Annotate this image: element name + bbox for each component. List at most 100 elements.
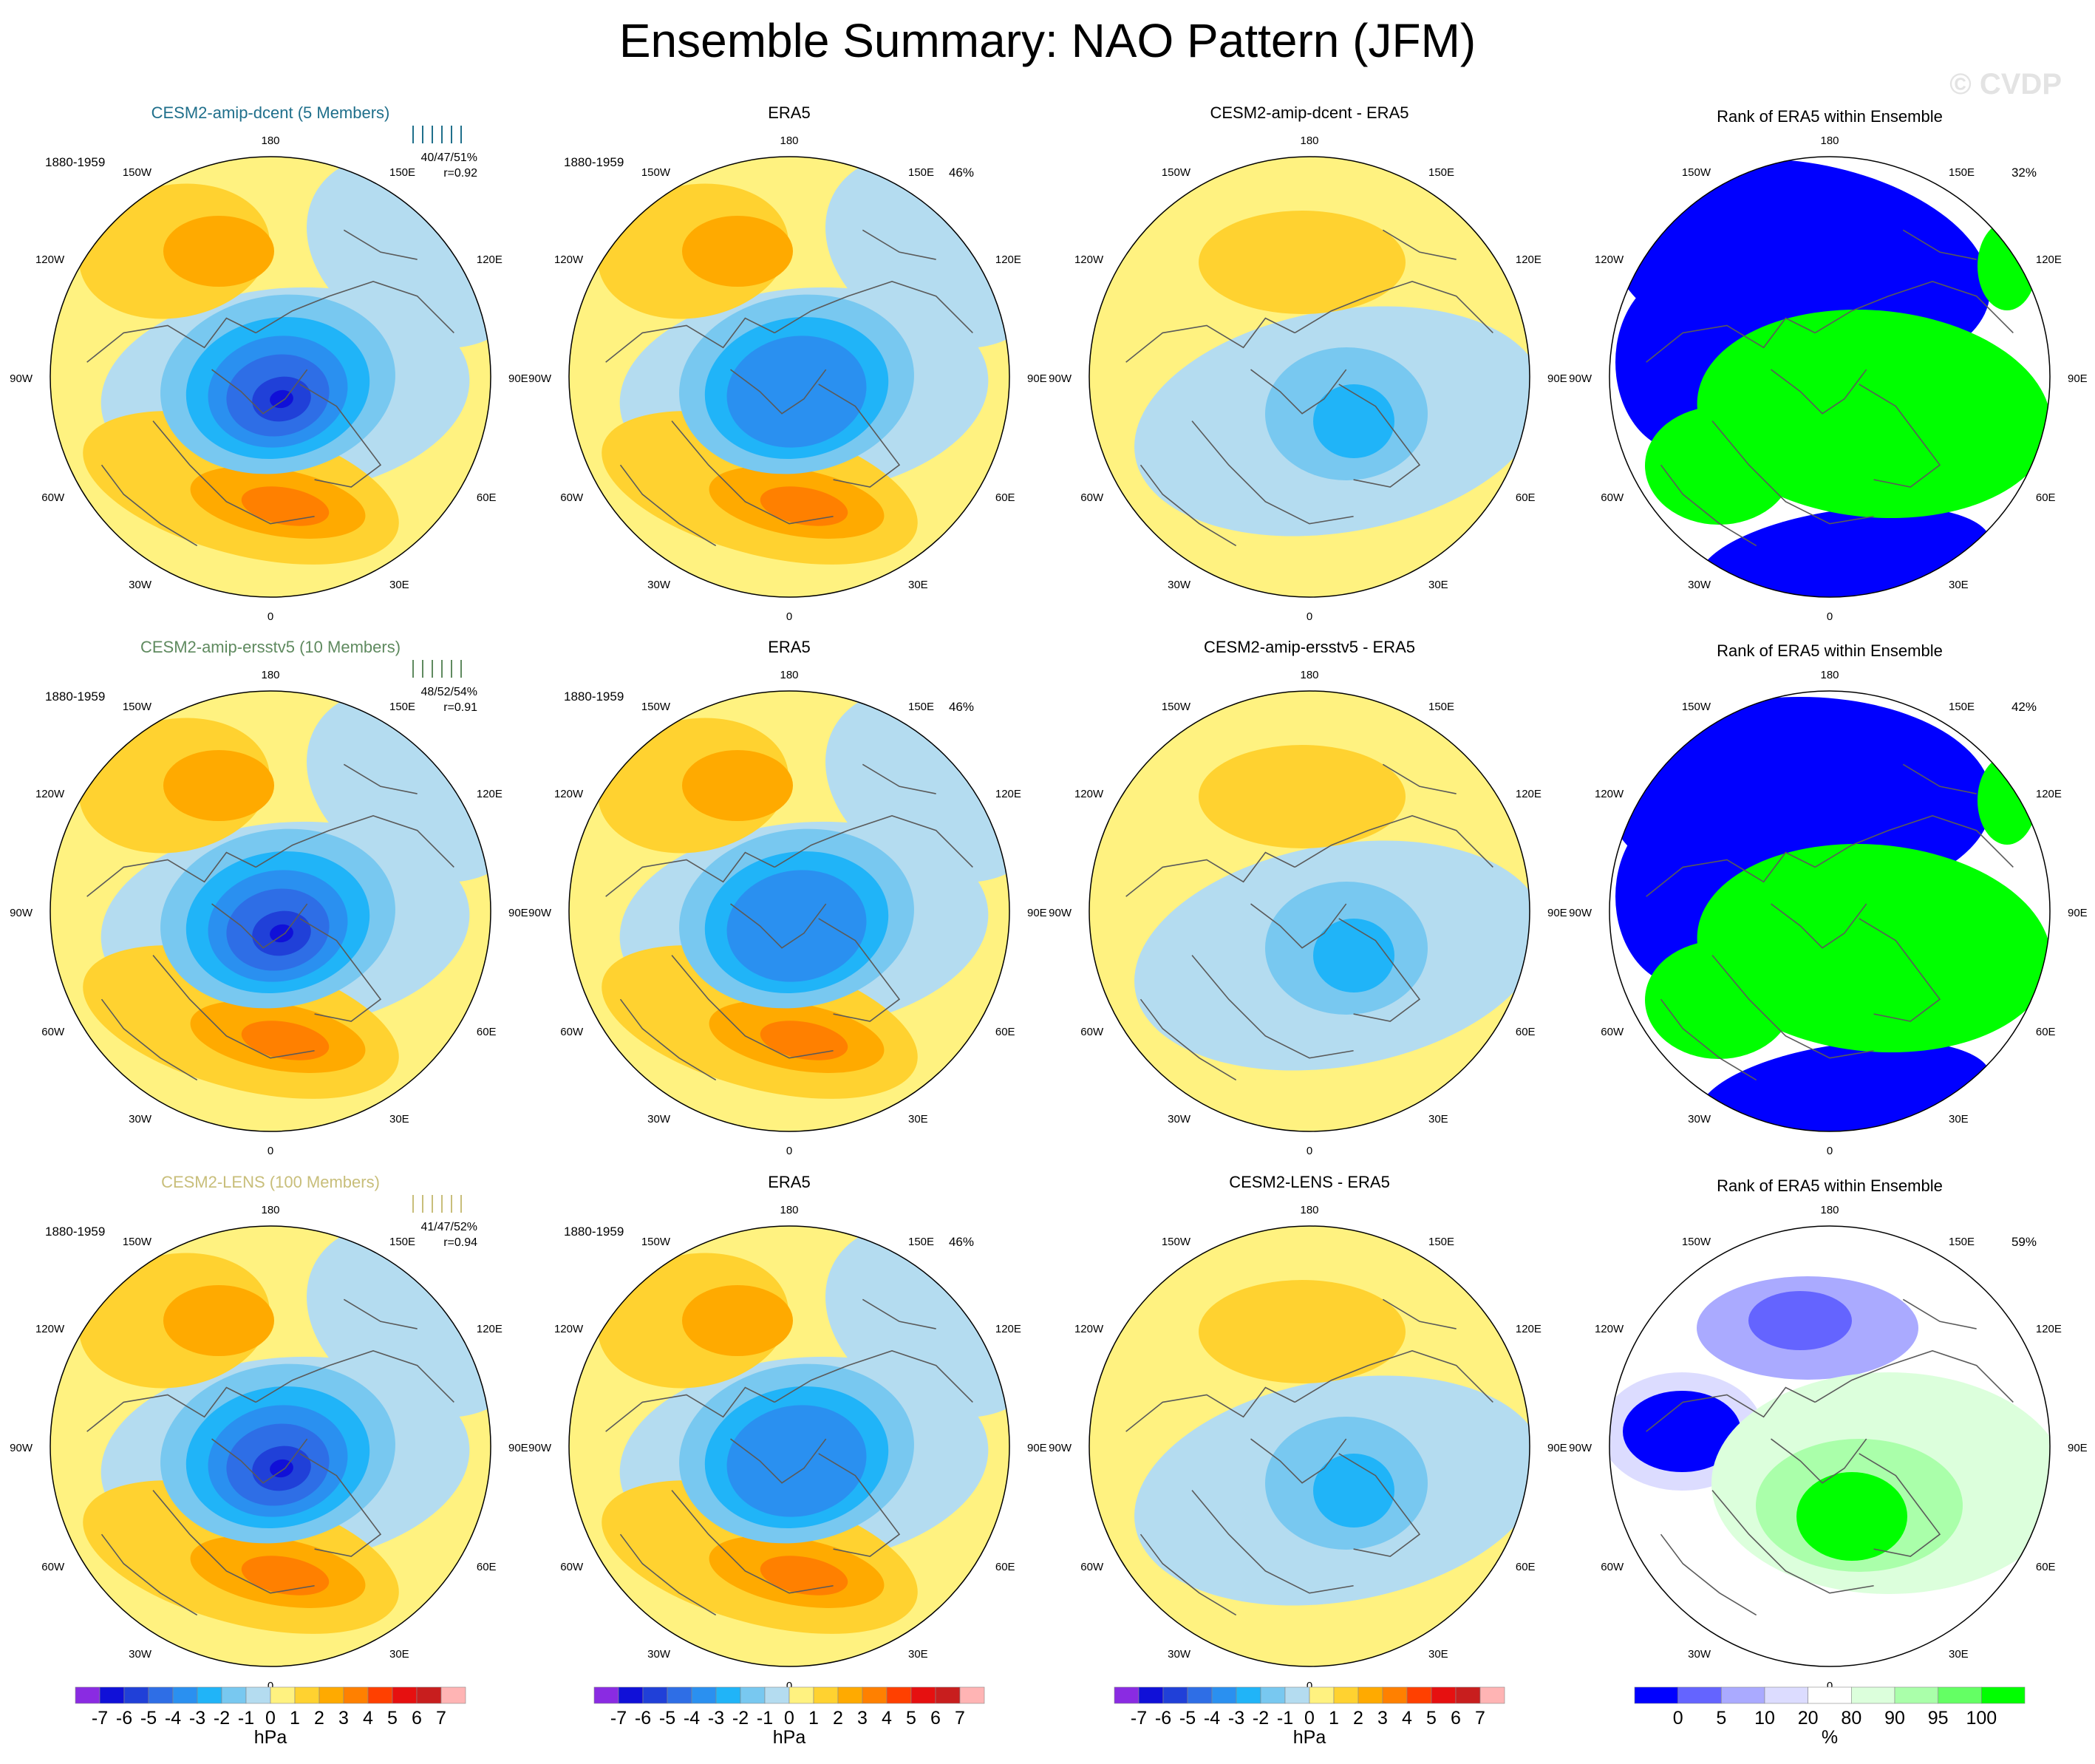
colorbar-swatch [294,1686,320,1704]
longitude-label: 150W [641,701,671,713]
colorbar-swatch [123,1686,149,1704]
longitude-label: 180 [1820,1204,1839,1216]
longitude-label: 90E [1027,1442,1047,1454]
colorbar-tick-label: 80 [1841,1708,1861,1729]
positive-anomaly [682,216,793,287]
explained-variance: 46% [949,1235,974,1249]
rank-percentage: 32% [2011,166,2037,180]
coastline-2 [818,918,901,1022]
negative-core [1313,919,1394,992]
map-field [569,1226,1009,1666]
panel-title: Rank of ERA5 within Ensemble [1717,641,1943,660]
colorbar-tick-label: -3 [708,1708,724,1729]
colorbar-swatch [245,1686,271,1704]
longitude-label: 0 [268,1680,273,1692]
colorbar-swatch [416,1686,442,1704]
longitude-label: 90E [1547,1442,1567,1454]
colorbar-tick-label: -1 [757,1708,773,1729]
panel-rank: Rank of ERA5 within Ensemble 32% 180 150E 12… [1569,107,2088,623]
positive-anomaly-core [760,1556,848,1596]
pattern-correlation: r=0.94 [443,1236,477,1249]
longitude-label: 150E [908,701,934,713]
spread-tick [460,1195,462,1213]
coastline-5 [619,1533,717,1616]
longitude-label: 120W [35,788,65,800]
coastline-3 [1711,1490,1874,1594]
map-border [50,1225,491,1667]
map-field [50,691,491,1131]
longitude-label: 60E [477,1026,497,1038]
colorbar-swatch [197,1686,222,1704]
colorbar-tick-label: 4 [1402,1708,1412,1729]
panel-title: Rank of ERA5 within Ensemble [1717,1176,1943,1195]
colorbar-tick-label: -7 [610,1708,627,1729]
longitude-label: 180 [261,134,279,147]
longitude-label: 60W [1080,1561,1104,1573]
longitude-label: 0 [786,1145,792,1157]
coastline-3 [671,955,834,1059]
longitude-label: 120E [2036,1323,2062,1335]
colorbar-swatch [1236,1686,1261,1704]
colorbar-tick-label: 7 [955,1708,965,1729]
longitude-label: 150W [1162,166,1191,179]
colorbar-units: hPa [1293,1727,1326,1748]
longitude-label: 30E [389,579,409,591]
longitude-label: 30W [1688,1113,1711,1126]
spread-tick [460,660,462,678]
coastline-0 [1125,317,1295,363]
negative-anomaly [726,336,867,448]
colorbar-swatch [813,1686,839,1704]
panel-title: ERA5 [768,638,810,656]
longitude-label: 150W [1162,701,1191,713]
map-border [1089,1225,1530,1667]
coastline-2 [299,1453,382,1557]
colorbar-tick-label: 6 [412,1708,422,1729]
longitude-label: 60E [1516,1561,1536,1573]
longitude-label: 90E [1027,372,1047,385]
positive-anomaly [163,1285,274,1356]
longitude-label: 90E [508,372,528,385]
spread-tick [432,1195,433,1213]
map-border [568,690,1010,1132]
colorbar-tick-label: 3 [338,1708,349,1729]
coastline-0 [1646,851,1816,897]
coastline-2 [1338,1453,1421,1557]
colorbar-swatch [221,1686,247,1704]
rank-high-region [1645,941,1793,1059]
colorbar-tick-label: -6 [116,1708,132,1729]
longitude-label: 120E [995,253,1021,266]
longitude-label: 90W [10,372,33,385]
colorbar-tick-label: 7 [436,1708,446,1729]
colorbar-swatch [1431,1686,1457,1704]
longitude-label: 180 [780,669,798,681]
longitude-label: 90W [1049,372,1072,385]
colorbar-tick-label: 95 [1928,1708,1949,1729]
coastline-0 [86,317,256,363]
colorbar-tick-label: 2 [314,1708,324,1729]
rank-low-region [1748,1291,1852,1350]
coastline-6 [1902,763,1977,794]
coastline-4 [211,1438,308,1484]
colorbar-swatch [172,1686,198,1704]
longitude-label: 0 [1827,610,1833,623]
coastline-6 [862,1298,936,1329]
colorbar-swatch [367,1686,393,1704]
colorbar-swatch [1851,1686,1895,1704]
map-border [1089,156,1530,598]
colorbar-tick-label: 20 [1798,1708,1819,1729]
longitude-label: 90W [1569,907,1592,919]
map-field [569,691,1009,1131]
longitude-label: 180 [1820,669,1839,681]
longitude-label: 30W [647,579,671,591]
longitude-label: 90W [10,907,33,919]
longitude-label: 150W [123,701,152,713]
longitude-label: 150E [1949,1236,1975,1248]
longitude-label: 180 [261,1204,279,1216]
colorbar-tick-label: 0 [265,1708,276,1729]
spread-tick [441,126,443,143]
coastline-5 [101,464,198,547]
colorbar-tick-label: 0 [784,1708,794,1729]
panel-title: CESM2-LENS - ERA5 [1229,1173,1390,1191]
longitude-label: 30E [1949,579,1969,591]
